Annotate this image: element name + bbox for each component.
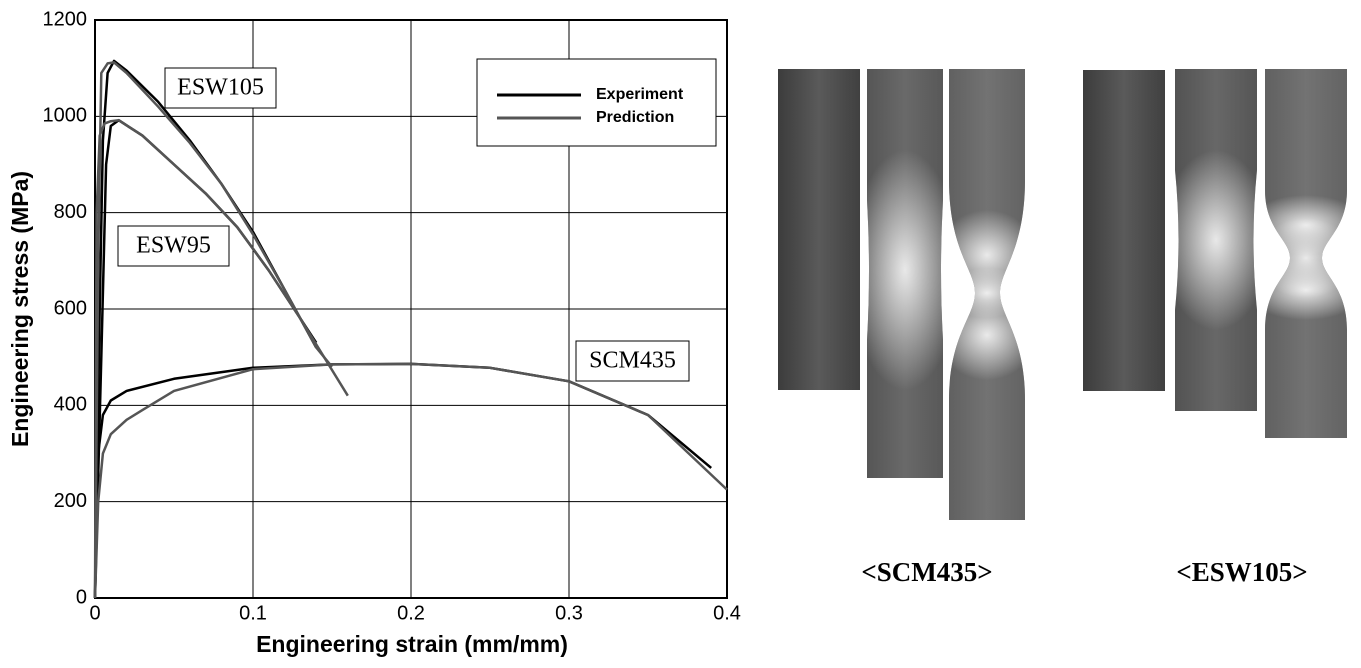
y-tick-label: 1000 (43, 105, 88, 127)
annotation: ESW95 (136, 233, 211, 259)
curve (93, 118, 349, 599)
annotation: ESW105 (177, 75, 264, 101)
x-tick-label: 0.2 (397, 602, 425, 624)
x-axis-title: Engineering strain (mm/mm) (256, 631, 568, 657)
y-axis-title: Engineering stress (MPa) (7, 171, 33, 447)
specimen (1265, 69, 1347, 438)
annotation-box (164, 67, 277, 109)
curve (93, 59, 318, 599)
annotation: SCM435 (589, 348, 676, 374)
annotation-box (117, 225, 230, 267)
legend-label: Prediction (596, 109, 674, 126)
x-tick-label: 0.3 (555, 602, 583, 624)
specimen (1175, 69, 1257, 411)
curve (93, 362, 713, 599)
specimen (949, 69, 1025, 520)
y-tick-label: 400 (54, 394, 87, 416)
x-tick-label: 0 (89, 602, 100, 624)
specimen (1083, 70, 1165, 391)
specimen (867, 69, 943, 478)
legend-label: Experiment (596, 86, 684, 103)
specimens (778, 69, 1347, 520)
y-tick-label: 1200 (43, 8, 88, 30)
annotation-box (575, 340, 690, 382)
y-tick-label: 0 (76, 586, 87, 608)
specimen (778, 69, 860, 390)
y-tick-label: 200 (54, 490, 87, 512)
curve (93, 61, 333, 599)
y-tick-label: 600 (54, 297, 87, 319)
x-tick-label: 0.1 (239, 602, 267, 624)
figure-label: <SCM435> (861, 557, 992, 587)
x-tick-label: 0.4 (713, 602, 741, 624)
legend-box (476, 58, 717, 147)
figure-label: <ESW105> (1176, 557, 1307, 587)
y-tick-label: 800 (54, 201, 87, 223)
curve (93, 362, 728, 599)
